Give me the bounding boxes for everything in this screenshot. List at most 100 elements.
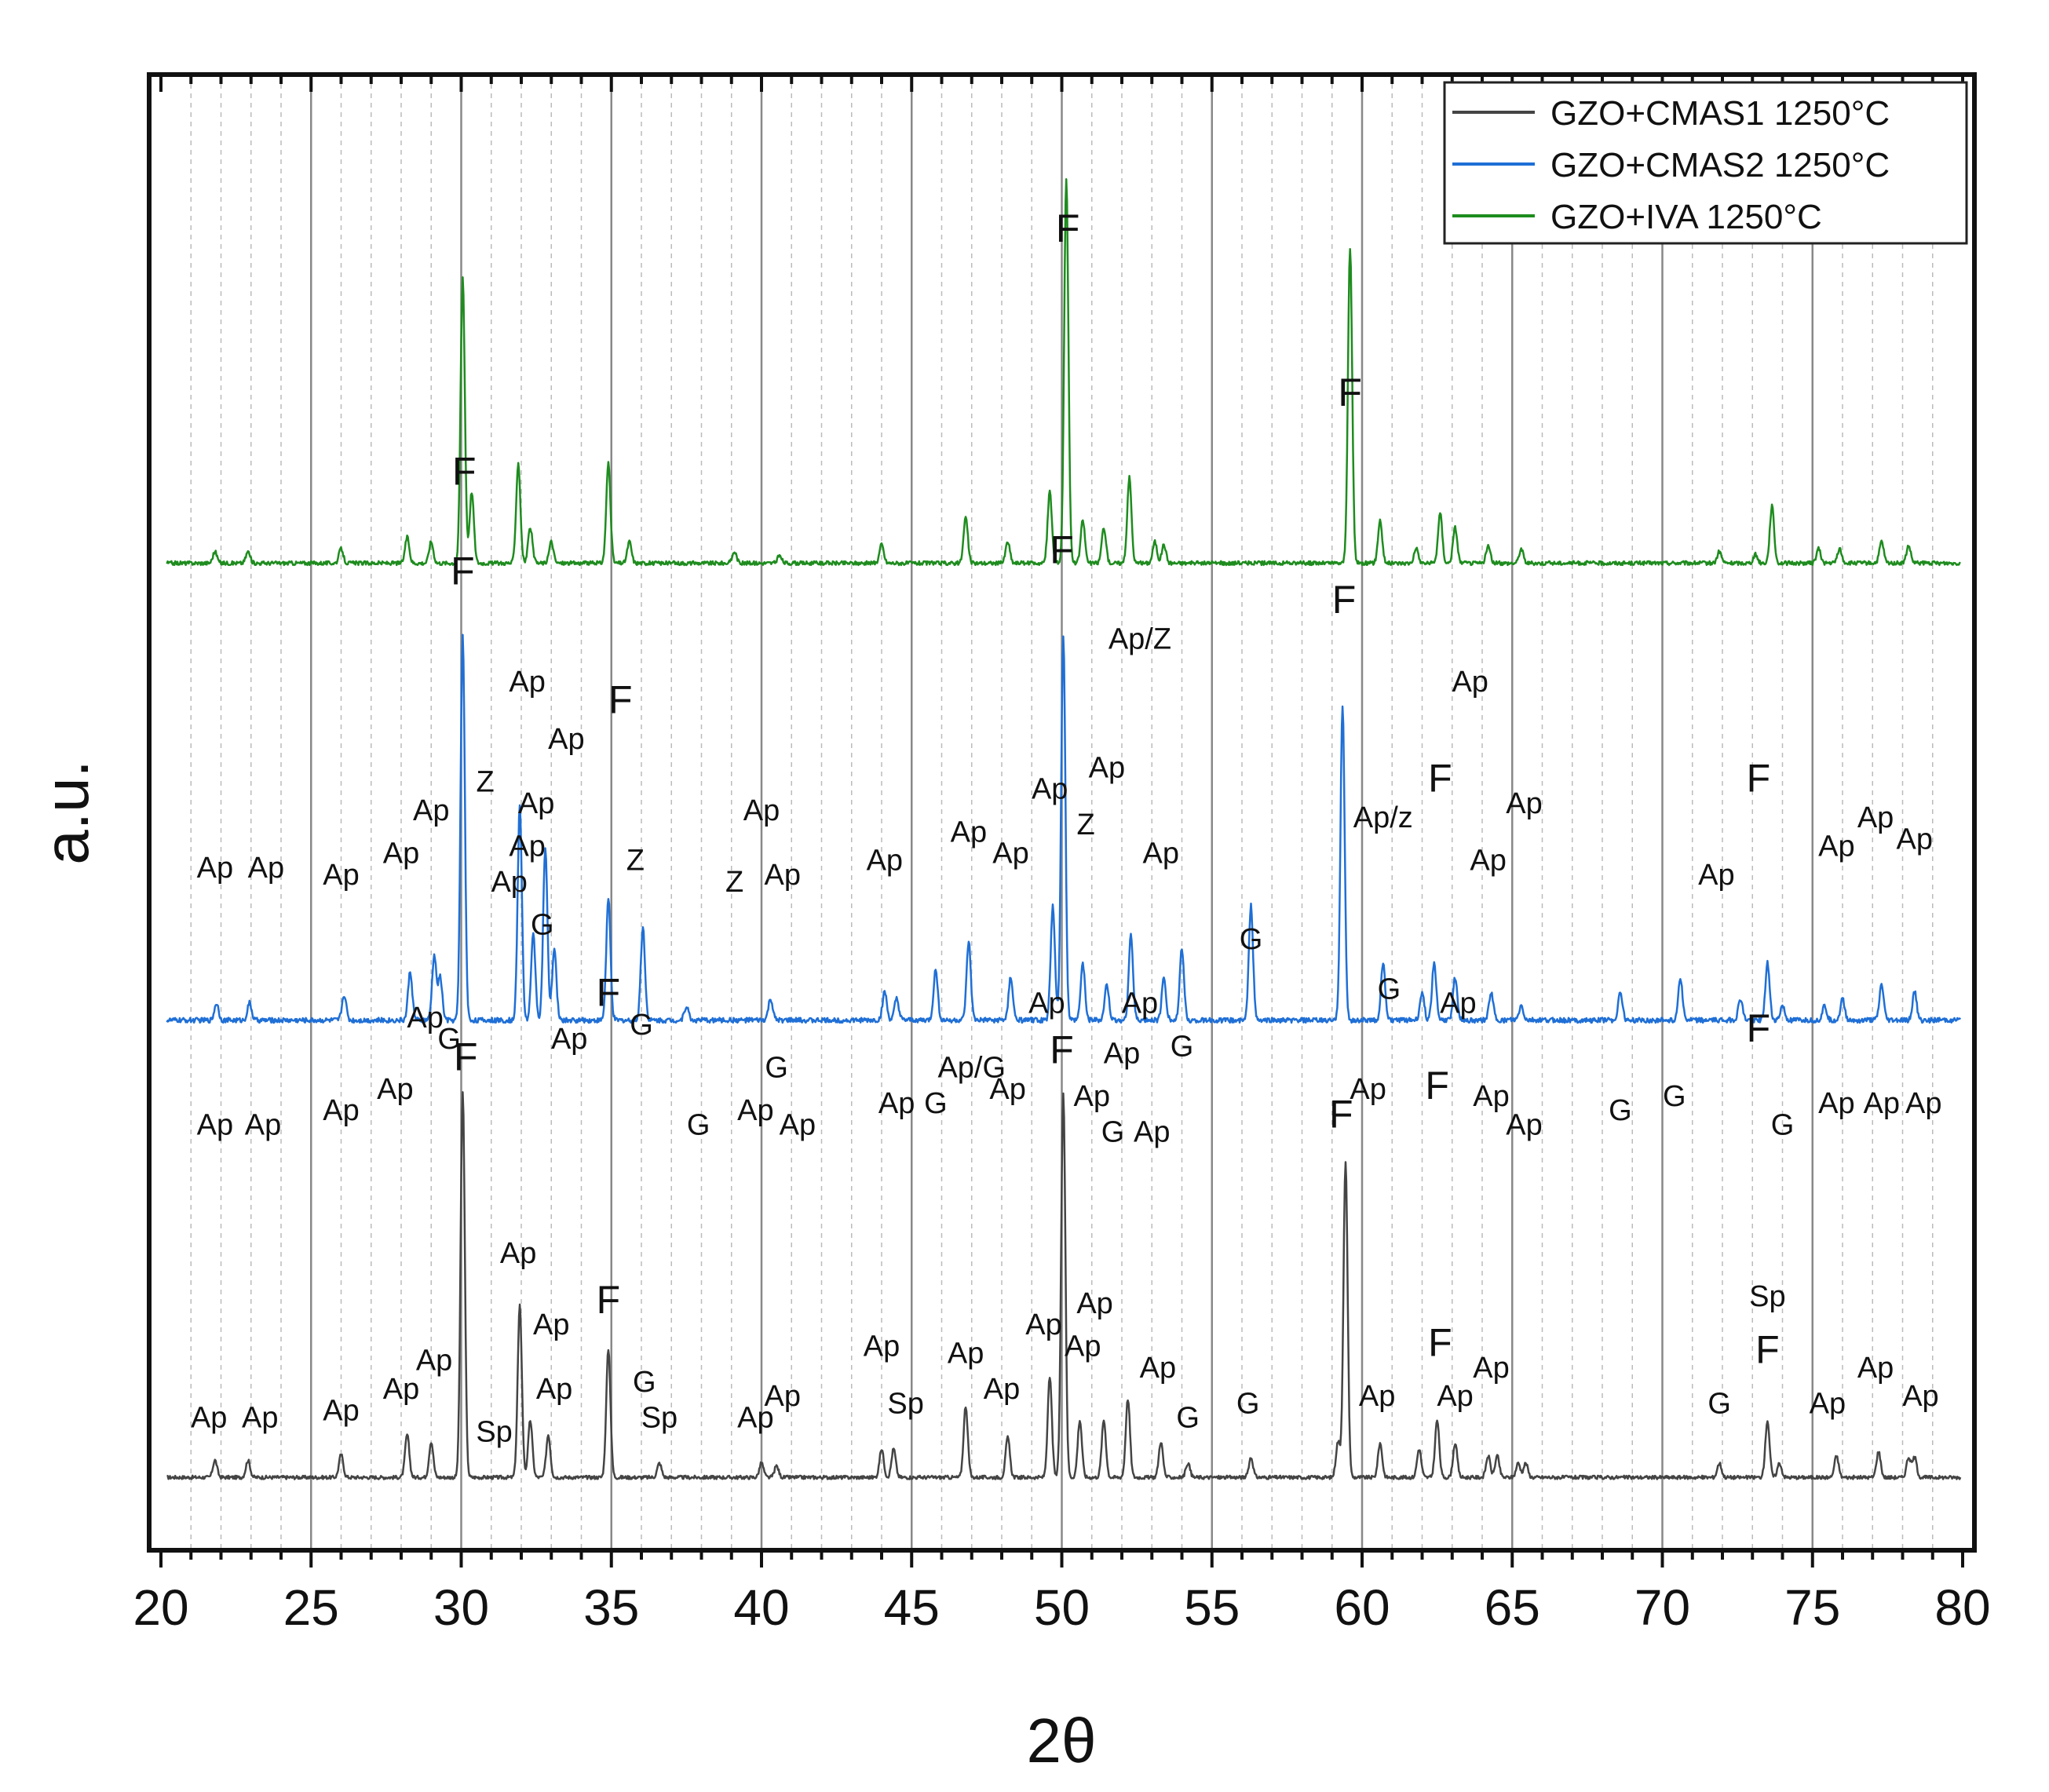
peak-label: Ap [533, 1308, 569, 1341]
peak-label: G [1240, 923, 1263, 956]
axis-ticks: 20 25 30 35 40 45 50 55 60 65 70 75 80 [133, 75, 1991, 1636]
peak-label: Ap [1857, 1352, 1894, 1385]
x-tick-label: 50 [1034, 1579, 1090, 1636]
peak-label: Ap [377, 1073, 413, 1106]
peak-label: Ap [242, 1402, 278, 1435]
peak-label: F [454, 1035, 478, 1079]
legend: GZO+CMAS1 1250°C GZO+CMAS2 1250°C GZO+IVA … [1443, 81, 1968, 245]
peak-label: Z [476, 766, 494, 799]
peak-label: Ap [548, 723, 584, 756]
x-tick-label: 30 [433, 1579, 489, 1636]
peak-label: G [1236, 1387, 1260, 1420]
x-tick-label: 55 [1184, 1579, 1240, 1636]
peak-label: Ap [867, 845, 903, 878]
peak-label: Ap [1857, 801, 1894, 834]
peak-label: F [1056, 206, 1080, 250]
peak-label: Ap [509, 666, 545, 699]
peak-label: Ap [984, 1373, 1020, 1406]
peak-label: Ap/Z [1109, 623, 1171, 656]
x-tick-label: 45 [884, 1579, 940, 1636]
peak-label: F [1428, 757, 1452, 801]
peak-label: Ap [1818, 1087, 1854, 1120]
series-line [166, 1091, 1962, 1480]
peak-label: G [1663, 1080, 1686, 1113]
peak-label: Ap [1104, 1037, 1140, 1070]
peak-label: Ap [878, 1087, 915, 1120]
legend-label: GZO+CMAS2 1250°C [1550, 146, 1890, 184]
peak-label: Ap [1905, 1087, 1941, 1120]
peak-label: Ap [491, 866, 527, 899]
peak-label: Ap [1473, 1352, 1509, 1385]
peak-label: F [1747, 1006, 1771, 1050]
peak-label: F [1425, 1064, 1449, 1108]
peak-label: F [1755, 1328, 1780, 1372]
peak-label: F [608, 678, 633, 722]
peak-label: Ap/z [1353, 801, 1413, 834]
peak-label: F [1747, 757, 1771, 801]
peak-label: G [1101, 1116, 1125, 1149]
peak-label: F [1050, 1027, 1074, 1071]
peak-label: Ap [1122, 987, 1158, 1020]
peak-label: F [1050, 527, 1074, 571]
peak-label: Ap [1142, 838, 1178, 870]
x-tick-label: 80 [1934, 1579, 1990, 1636]
peak-label: Ap [1359, 1380, 1395, 1413]
peak-label: Ap [1350, 1073, 1386, 1106]
peak-label: Ap [323, 859, 359, 892]
peak-label: G [1176, 1402, 1200, 1435]
peak-label: G [437, 1023, 461, 1056]
peak-label: G [687, 1108, 710, 1141]
peak-label: F [451, 549, 475, 593]
peak-label: Z [725, 866, 743, 899]
grid [190, 75, 1934, 1550]
peak-label: Ap [1863, 1087, 1899, 1120]
peak-label: F [1329, 1092, 1353, 1136]
peak-label: G [1609, 1094, 1632, 1127]
y-axis-title: a.u. [31, 760, 101, 864]
peak-label: Ap [1140, 1352, 1176, 1385]
peak-label: Ap [864, 1330, 900, 1363]
peak-label: F [1428, 1321, 1452, 1365]
peak-label: Ap [1089, 751, 1125, 784]
x-axis-title: 2θ [1027, 1706, 1097, 1776]
peak-label: Ap [1506, 787, 1542, 820]
peak-label: Ap [383, 838, 419, 870]
x-tick-label: 75 [1784, 1579, 1840, 1636]
peak-label: Ap [1025, 1308, 1061, 1341]
peak-label: Ap [1437, 1380, 1473, 1413]
peak-label: Ap [1506, 1108, 1542, 1141]
peak-label: G [1171, 1030, 1194, 1063]
peak-label: Ap [765, 859, 801, 892]
x-tick-label: 40 [733, 1579, 789, 1636]
peak-label: Ap [1074, 1080, 1110, 1113]
peak-label: Ap [509, 830, 545, 863]
x-tick-label: 35 [583, 1579, 639, 1636]
series-line [166, 178, 1961, 567]
peak-label: Ap [1452, 666, 1488, 699]
peak-label: G [924, 1087, 948, 1120]
peak-label: Z [1076, 808, 1094, 841]
peak-label: Ap [1810, 1387, 1846, 1420]
peak-label: Sp [887, 1387, 923, 1420]
peak-label: G [1378, 973, 1401, 1006]
peak-label: F [597, 971, 621, 1015]
x-tick-label: 25 [283, 1579, 339, 1636]
series-group [166, 178, 1962, 1480]
peak-label: Ap [248, 852, 284, 885]
peak-label: Ap/G [937, 1052, 1006, 1085]
peak-label: Ap [197, 852, 233, 885]
peak-label: Ap [197, 1108, 233, 1141]
peak-label: Ap [989, 1073, 1025, 1106]
peak-label: Ap [1818, 830, 1854, 863]
peak-label: Ap [1134, 1116, 1170, 1149]
x-tick-label: 70 [1634, 1579, 1690, 1636]
peak-label: Ap [737, 1402, 773, 1435]
peak-label: Ap [323, 1094, 359, 1127]
peak-label: Ap [743, 794, 780, 827]
peak-label: G [633, 1366, 656, 1399]
peak-label: Ap [413, 794, 449, 827]
peak-label: Ap [1032, 773, 1068, 806]
peak-label: Ap [536, 1373, 572, 1406]
peak-label: Ap [1698, 859, 1734, 892]
